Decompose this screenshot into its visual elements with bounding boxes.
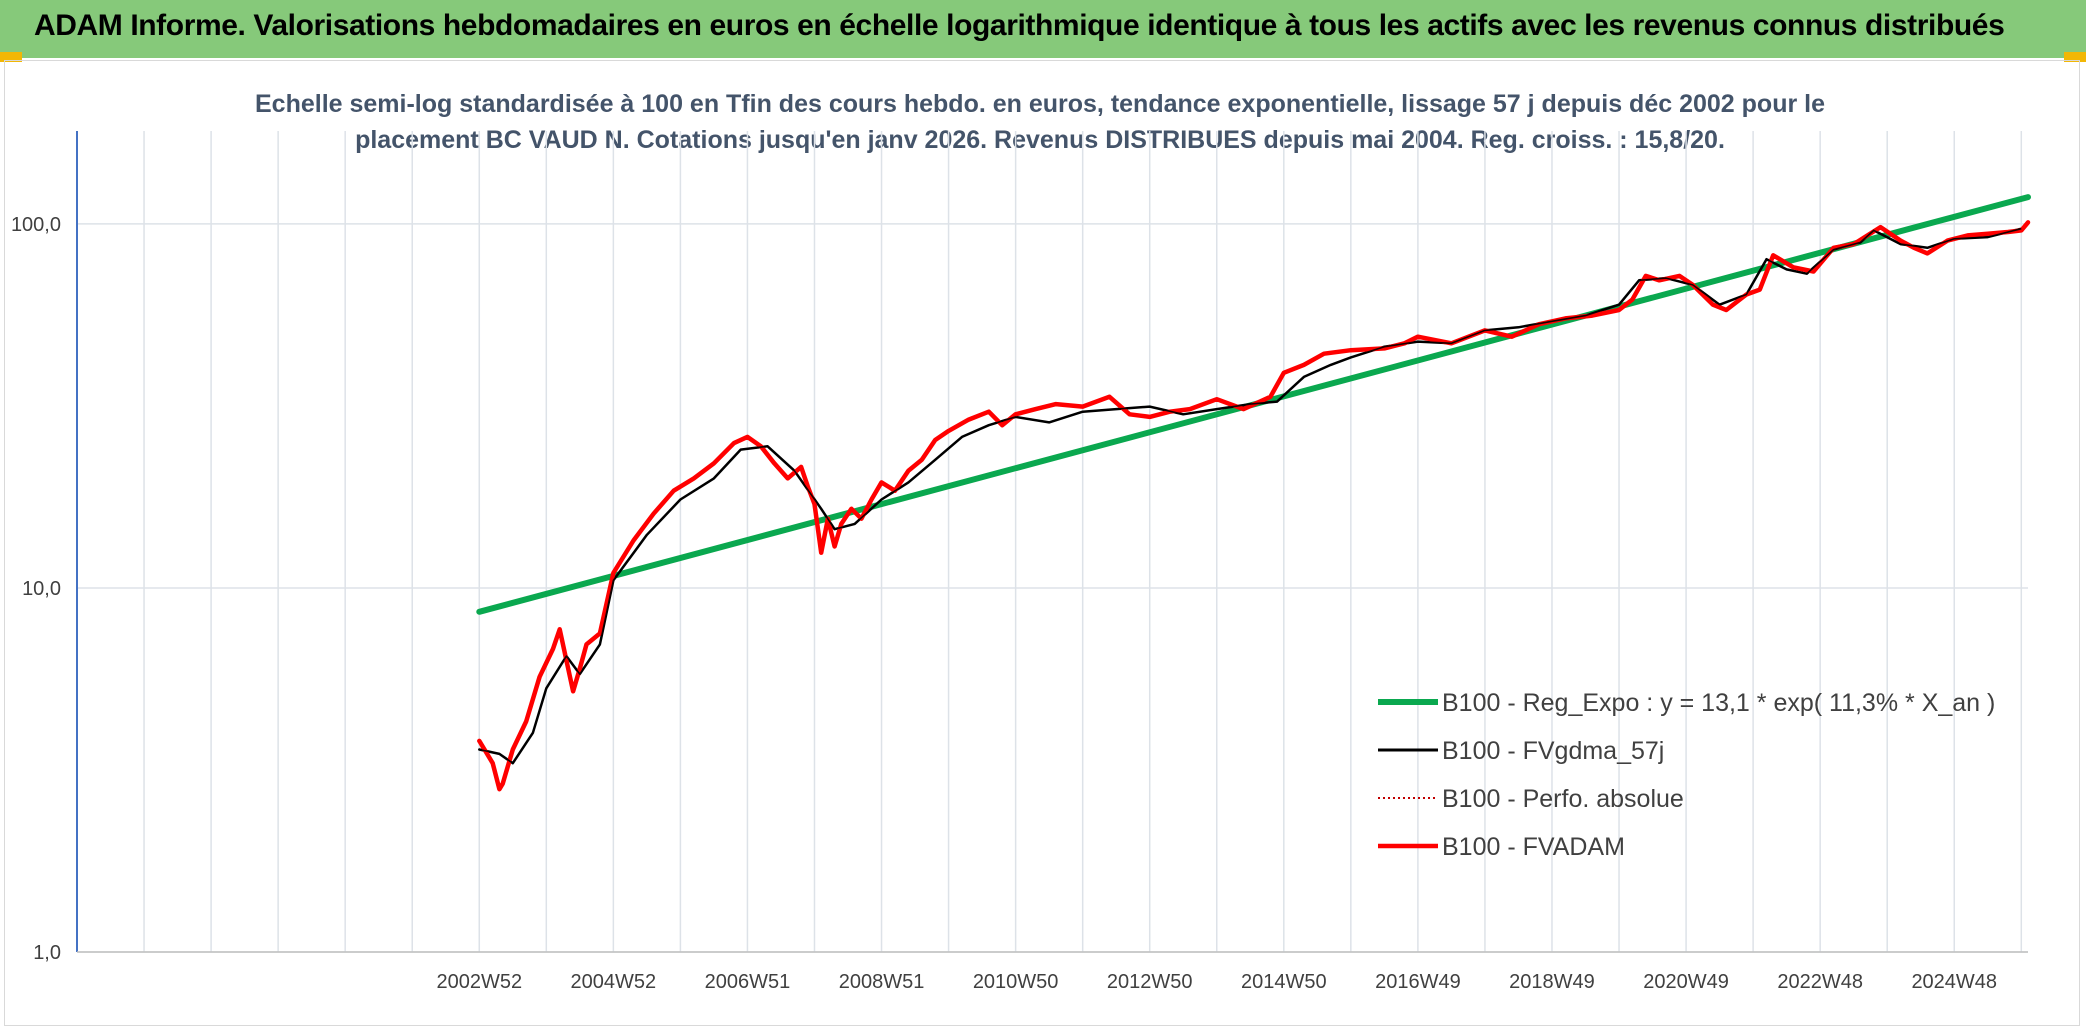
x-tick-label: 2012W50	[1107, 971, 1193, 993]
y-tick-label: 1,0	[33, 942, 61, 964]
legend-item-perfo-absolue-label: B100 - Perfo. absolue	[1442, 785, 1684, 813]
x-tick-label: 2008W51	[839, 971, 925, 993]
axis-layer: 1,0 10,0 100,0 2002W52 2004W52 2006W51 2008W51…	[11, 131, 2028, 993]
fvgdma-line-overlay	[479, 227, 2022, 765]
chart-title-line-2: placement BC VAUD N. Cotations jusqu'en …	[355, 126, 1725, 154]
x-tick-label: 2010W50	[973, 971, 1059, 993]
x-tick-label: 2022W48	[1777, 971, 1863, 993]
grid-layer	[76, 131, 2028, 953]
x-tick-label: 2020W49	[1643, 971, 1729, 993]
series-layer	[476, 194, 2031, 792]
x-tick-label: 2014W50	[1241, 971, 1327, 993]
fvgdma-line	[478, 227, 2023, 765]
legend-item-fvgdma-label: B100 - FVgdma_57j	[1442, 737, 1664, 765]
x-tick-label: 2024W48	[1911, 971, 1997, 993]
legend-item-fvadam-label: B100 - FVADAM	[1442, 833, 1625, 861]
legend: B100 - Reg_Expo : y = 13,1 * exp( 11,3% …	[1378, 689, 1995, 861]
legend-item-reg-expo-label: B100 - Reg_Expo : y = 13,1 * exp( 11,3% …	[1442, 689, 1995, 717]
x-tick-label: 2018W49	[1509, 971, 1595, 993]
header-bar: ADAM Informe. Valorisations hebdomadaire…	[0, 0, 2086, 58]
corner-accent-right	[2064, 52, 2086, 62]
fvadam-line	[477, 220, 2031, 792]
chart-title-line-1: Echelle semi-log standardisée à 100 en T…	[255, 90, 1825, 118]
x-tick-label: 2016W49	[1375, 971, 1461, 993]
page-title: ADAM Informe. Valorisations hebdomadaire…	[34, 9, 2005, 42]
y-tick-label: 10,0	[22, 578, 61, 600]
x-tick-label: 2004W52	[571, 971, 657, 993]
x-tick-label: 2002W52	[436, 971, 522, 993]
chart-title: Echelle semi-log standardisée à 100 en T…	[200, 86, 1880, 158]
corner-accent-left	[0, 52, 22, 62]
x-tick-label: 2006W51	[705, 971, 791, 993]
chart-frame	[4, 60, 2080, 1026]
y-tick-label: 100,0	[11, 214, 61, 236]
